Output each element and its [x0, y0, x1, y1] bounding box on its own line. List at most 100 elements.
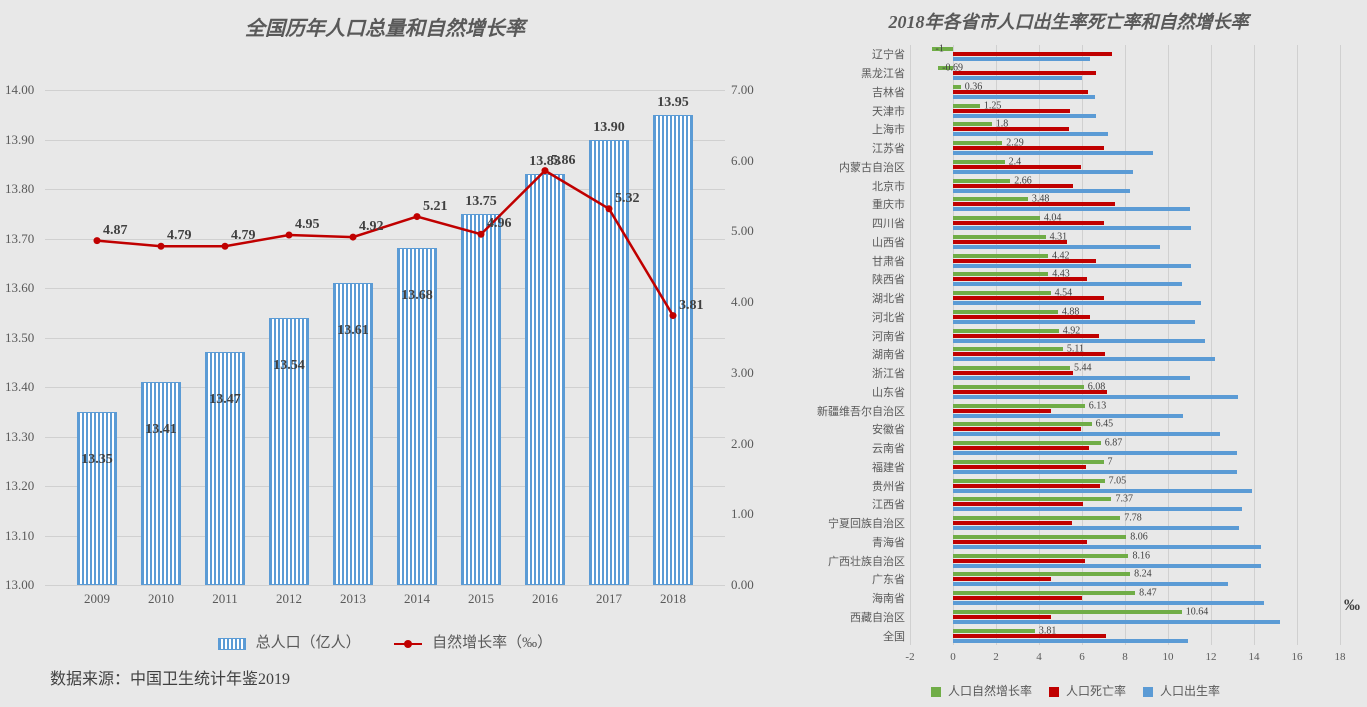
y1-tick-label: 13.30 [5, 429, 34, 445]
hbar [953, 301, 1201, 305]
province-label: 宁夏回族自治区 [775, 515, 905, 531]
x-tick-label: 18 [1335, 651, 1346, 663]
x-tick-label: 2011 [212, 591, 238, 607]
hbar [953, 226, 1191, 230]
hbar [953, 554, 1128, 558]
hbar [953, 245, 1160, 249]
province-label: 广东省 [775, 571, 905, 587]
x-tick-label: 14 [1249, 651, 1260, 663]
growth-value-label: -1 [936, 44, 944, 55]
y1-tick-label: 13.60 [5, 280, 34, 296]
hbar [953, 572, 1130, 576]
hbar [953, 95, 1095, 99]
hbar [953, 329, 1059, 333]
hbar [953, 366, 1070, 370]
province-label: 海南省 [775, 590, 905, 606]
province-label: 新疆维吾尔自治区 [775, 403, 905, 419]
hbar [953, 202, 1115, 206]
province-label: 辽宁省 [775, 46, 905, 62]
hbar [953, 615, 1051, 619]
hbar [953, 76, 1082, 80]
hbar [953, 479, 1105, 483]
hbar [953, 216, 1040, 220]
x-tick-label: 2 [993, 651, 999, 663]
x-tick-label: 6 [1079, 651, 1085, 663]
line-value-label: 4.87 [103, 223, 128, 239]
y2-tick-label: 7.00 [731, 82, 754, 98]
growth-value-label: 7.78 [1124, 513, 1142, 524]
hbar [953, 235, 1046, 239]
right-legend: 人口自然增长率 人口死亡率 人口出生率 [770, 682, 1367, 699]
v-gridline [910, 45, 911, 645]
line-value-label: 4.79 [231, 228, 256, 244]
hbar [953, 577, 1051, 581]
y1-tick-label: 13.90 [5, 132, 34, 148]
x-tick-label: 2010 [148, 591, 174, 607]
hbar [953, 259, 1096, 263]
province-label: 湖北省 [775, 290, 905, 306]
right-plot-area: ‰ -2024681012141618辽宁省-1黑龙江省-0.69吉林省0.36… [910, 45, 1340, 645]
hbar [953, 507, 1242, 511]
hbar [953, 385, 1084, 389]
growth-value-label: 5.44 [1074, 363, 1092, 374]
hbar [953, 254, 1048, 258]
y2-tick-label: 5.00 [731, 223, 754, 239]
hbar [953, 634, 1106, 638]
hbar [953, 334, 1099, 338]
hbar [953, 291, 1051, 295]
right-chart-panel: 2018年各省市人口出生率死亡率和自然增长率 ‰ -20246810121416… [770, 0, 1367, 707]
province-label: 内蒙古自治区 [775, 159, 905, 175]
v-gridline [1297, 45, 1298, 645]
hbar [953, 535, 1126, 539]
province-label: 四川省 [775, 215, 905, 231]
hbar [953, 71, 1096, 75]
y1-tick-label: 14.00 [5, 82, 34, 98]
growth-value-label: 6.87 [1105, 438, 1123, 449]
legend-bar-swatch [218, 638, 246, 650]
province-label: 重庆市 [775, 196, 905, 212]
hbar [953, 521, 1072, 525]
y1-tick-label: 13.80 [5, 181, 34, 197]
growth-line-svg [45, 90, 725, 585]
hbar [953, 376, 1190, 380]
gridline [45, 585, 725, 586]
growth-value-label: 6.45 [1096, 419, 1114, 430]
legend-death-label: 人口死亡率 [1066, 684, 1126, 698]
growth-value-label: 6.13 [1089, 400, 1107, 411]
province-label: 西藏自治区 [775, 609, 905, 625]
y1-tick-label: 13.00 [5, 577, 34, 593]
hbar [953, 601, 1264, 605]
hbar [953, 122, 992, 126]
growth-value-label: 8.24 [1134, 569, 1152, 580]
line-value-label: 4.96 [487, 216, 512, 232]
left-plot-area: 13.0013.1013.2013.3013.4013.5013.6013.70… [45, 90, 725, 585]
hbar [953, 127, 1069, 131]
x-tick-label: 8 [1122, 651, 1128, 663]
hbar [953, 170, 1133, 174]
hbar [953, 591, 1135, 595]
hbar [953, 104, 980, 108]
growth-value-label: 8.06 [1130, 531, 1148, 542]
hbar [953, 639, 1188, 643]
hbar [953, 357, 1215, 361]
legend-bar-label: 总人口（亿人） [256, 635, 361, 651]
legend-growth-label: 人口自然增长率 [948, 684, 1032, 698]
x-tick-label: 4 [1036, 651, 1042, 663]
hbar [953, 277, 1087, 281]
growth-value-label: 7.37 [1115, 494, 1133, 505]
province-label: 云南省 [775, 440, 905, 456]
line-value-label: 5.86 [551, 153, 576, 169]
left-legend: 总人口（亿人） 自然增长率（‰） [0, 631, 770, 652]
hbar [953, 310, 1058, 314]
line-value-label: 5.21 [423, 199, 448, 215]
hbar [953, 282, 1182, 286]
v-gridline [1340, 45, 1341, 645]
hbar [953, 339, 1205, 343]
right-chart-title: 2018年各省市人口出生率死亡率和自然增长率 [770, 0, 1367, 34]
hbar [953, 315, 1090, 319]
y2-tick-label: 3.00 [731, 365, 754, 381]
growth-value-label: 8.16 [1132, 550, 1150, 561]
hbar [953, 460, 1104, 464]
x-tick-label: 16 [1292, 651, 1303, 663]
legend-line-label: 自然增长率（‰） [432, 635, 552, 651]
